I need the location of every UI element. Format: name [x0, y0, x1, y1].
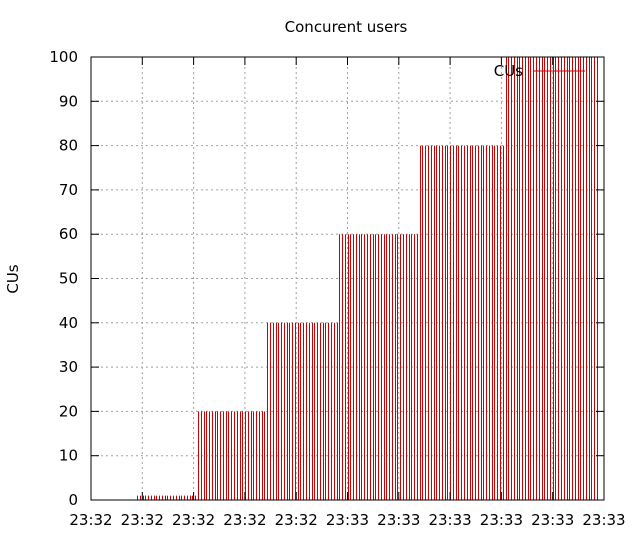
y-axis-label: CUs — [4, 264, 22, 293]
bar-series — [137, 57, 598, 500]
y-tick-label: 60 — [59, 225, 78, 243]
y-tick-label: 90 — [59, 92, 78, 110]
legend: CUs — [494, 62, 585, 80]
y-tick-label: 40 — [59, 314, 78, 332]
legend-label: CUs — [494, 62, 523, 80]
x-tick-label: 23:33 — [531, 511, 574, 529]
y-tick-label: 50 — [59, 270, 78, 288]
x-tick-labels: 23:32 23:32 23:32 23:32 23:32 23:33 23:33 23:33… — [69, 511, 625, 529]
x-tick-label: 23:33 — [582, 511, 625, 529]
y-tick-label: 80 — [59, 137, 78, 155]
x-tick-label: 23:33 — [377, 511, 420, 529]
y-tick-label: 100 — [49, 48, 78, 66]
x-tick-label: 23:32 — [69, 511, 112, 529]
x-tick-label: 23:33 — [480, 511, 523, 529]
x-tick-label: 23:32 — [223, 511, 266, 529]
y-tick-label: 30 — [59, 358, 78, 376]
y-tick-label: 10 — [59, 447, 78, 465]
x-tick-label: 23:32 — [172, 511, 215, 529]
axis-ticks — [90, 56, 605, 501]
x-tick-label: 23:33 — [326, 511, 369, 529]
chart-title: Concurent users — [285, 18, 408, 36]
y-tick-label: 20 — [59, 402, 78, 420]
y-tick-label: 0 — [68, 491, 78, 509]
x-tick-label: 23:32 — [121, 511, 164, 529]
y-tick-label: 70 — [59, 181, 78, 199]
x-tick-label: 23:32 — [275, 511, 318, 529]
x-tick-label: 23:33 — [428, 511, 471, 529]
grid-lines — [91, 57, 604, 500]
y-tick-labels: 0 10 20 30 40 50 60 70 80 90 100 — [49, 48, 78, 509]
